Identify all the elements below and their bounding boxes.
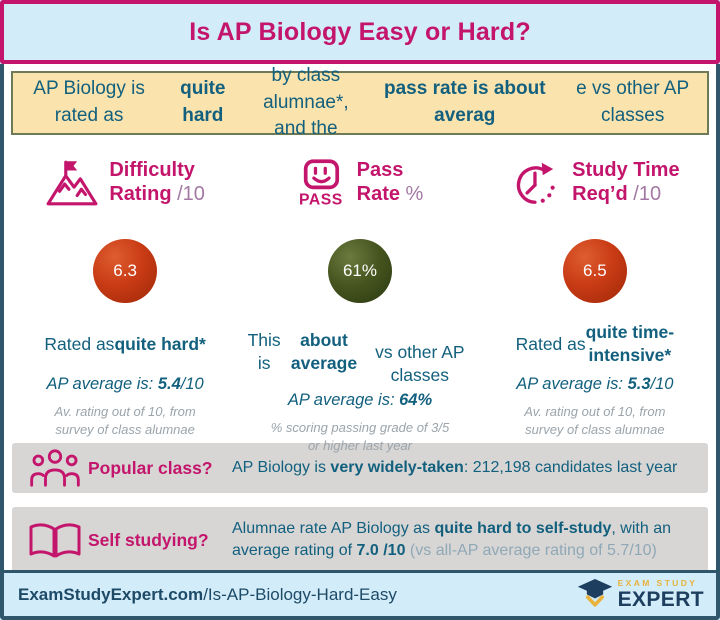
footnote-text: Av. rating out of 10, from survey of cla… — [54, 404, 196, 437]
mountain-flag-icon — [45, 157, 99, 209]
logo-wordmark: EXAM STUDY EXPERT — [618, 579, 704, 610]
exam-study-expert-logo: EXAM STUDY EXPERT — [576, 575, 704, 615]
site-url-link[interactable]: ExamStudyExpert.com/Is-AP-Biology-Hard-E… — [18, 584, 397, 604]
popular-class-text: AP Biology is very widely-taken: 212,198… — [232, 458, 678, 476]
pass-rate-score-badge: 61% — [327, 239, 392, 303]
column-heading: Study Time Req’d /10 — [572, 159, 680, 205]
stat-columns: Difficulty Rating /10 6.3 Rated as quite… — [4, 135, 716, 452]
rating-text: Rated as quite hard* — [44, 333, 206, 354]
summary-banner: AP Biology is rated as quite hard by cla… — [11, 65, 709, 139]
content-panel: AP Biology is rated as quite hard by cla… — [0, 64, 720, 620]
self-studying-text: Alumnae rate AP Biology as quite hard to… — [232, 519, 671, 559]
self-studying-bar: Self studying? Alumnae rate AP Biology a… — [12, 507, 708, 573]
people-icon — [22, 448, 88, 488]
difficulty-column: Difficulty Rating /10 6.3 Rated as quite… — [10, 147, 240, 454]
score-value: 61% — [342, 261, 377, 280]
score-value: 6.3 — [113, 261, 137, 280]
study-time-score-badge: 6.5 — [562, 239, 627, 303]
open-book-icon — [22, 519, 88, 561]
study-time-heading-row: Study Time Req’d /10 — [480, 147, 710, 219]
column-heading: Difficulty Rating /10 — [109, 159, 205, 205]
popular-class-bar: Popular class? AP Biology is very widely… — [12, 443, 708, 493]
header-band: Is AP Biology Easy or Hard? — [0, 0, 720, 64]
ap-average-text: AP average is: 5.4/10 — [46, 375, 204, 393]
graduation-cap-icon — [576, 577, 614, 615]
pass-rate-heading-row: PASS Pass Rate % — [240, 147, 479, 219]
footer-band: ExamStudyExpert.com/Is-AP-Biology-Hard-E… — [4, 570, 716, 616]
score-value: 6.5 — [583, 261, 607, 280]
logo-top-text: EXAM STUDY — [617, 578, 698, 589]
logo-bottom-text: EXPERT — [617, 587, 704, 611]
svg-text:PASS: PASS — [299, 192, 343, 208]
clock-arrow-icon — [510, 158, 562, 208]
pass-rate-column: PASS Pass Rate % 61% This is about avera… — [240, 147, 479, 454]
ap-average-text: AP average is: 5.3/10 — [516, 375, 674, 393]
column-heading: Pass Rate % — [356, 159, 424, 205]
rating-text: This is about average vs other AP classe… — [247, 330, 465, 385]
footnote-text: Av. rating out of 10, from survey of cla… — [524, 404, 666, 437]
popular-class-label: Popular class? — [88, 457, 213, 478]
rating-text: Rated as quite time- intensive* — [515, 322, 675, 365]
ap-average-text: AP average is: 64% — [287, 391, 433, 410]
difficulty-score-badge: 6.3 — [93, 239, 158, 303]
footnote-text: % scoring passing grade of 3/5 or higher… — [270, 420, 450, 453]
study-time-column: Study Time Req’d /10 6.5 Rated as quite … — [480, 147, 710, 454]
difficulty-heading-row: Difficulty Rating /10 — [10, 147, 240, 219]
pass-stamp-icon: PASS — [297, 158, 347, 208]
self-studying-label: Self studying? — [88, 529, 209, 550]
page-title: Is AP Biology Easy or Hard? — [189, 17, 531, 46]
